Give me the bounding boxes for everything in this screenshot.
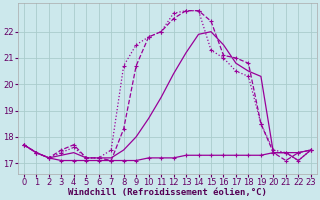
X-axis label: Windchill (Refroidissement éolien,°C): Windchill (Refroidissement éolien,°C) [68, 188, 267, 197]
